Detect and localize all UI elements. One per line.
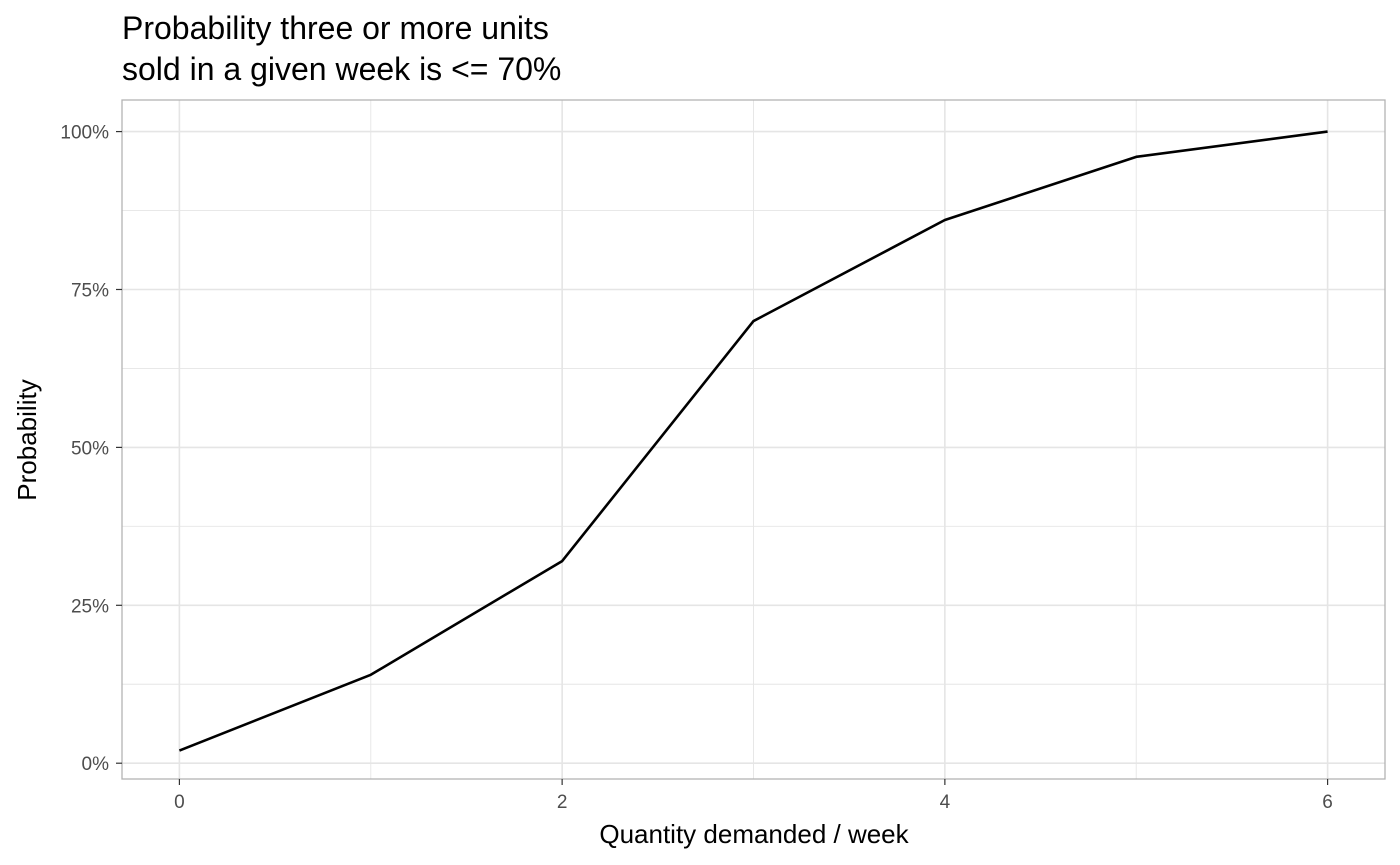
y-tick-label: 100%: [60, 123, 109, 144]
y-tick-label: 75%: [71, 280, 109, 301]
x-tick-label: 0: [174, 792, 185, 813]
panel-border: [121, 99, 1386, 780]
y-axis-title: Probability: [12, 379, 42, 500]
y-tick-label: 50%: [71, 438, 109, 459]
chart-title-line-1: Probability three or more units: [122, 10, 549, 46]
gridlines: [122, 100, 1385, 779]
series-line: [178, 130, 1328, 752]
chart-title-line-2: sold in a given week is <= 70%: [122, 51, 561, 87]
x-tick-label: 6: [1322, 792, 1333, 813]
x-tick-label: 2: [557, 792, 568, 813]
y-axis-ticks: 0% 25% 50% 75% 100%: [60, 123, 122, 775]
y-tick-label: 25%: [71, 596, 109, 617]
series-layer: [178, 130, 1328, 752]
x-tick-label: 4: [940, 792, 951, 813]
y-tick-label: 0%: [82, 754, 110, 775]
x-axis-ticks: 0 2 4 6: [174, 779, 1333, 813]
x-axis-title: Quantity demanded / week: [599, 819, 909, 849]
